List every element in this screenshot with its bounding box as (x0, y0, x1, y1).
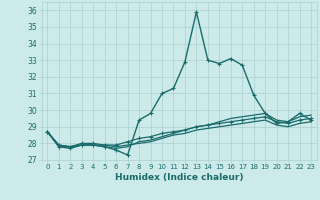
X-axis label: Humidex (Indice chaleur): Humidex (Indice chaleur) (115, 173, 244, 182)
